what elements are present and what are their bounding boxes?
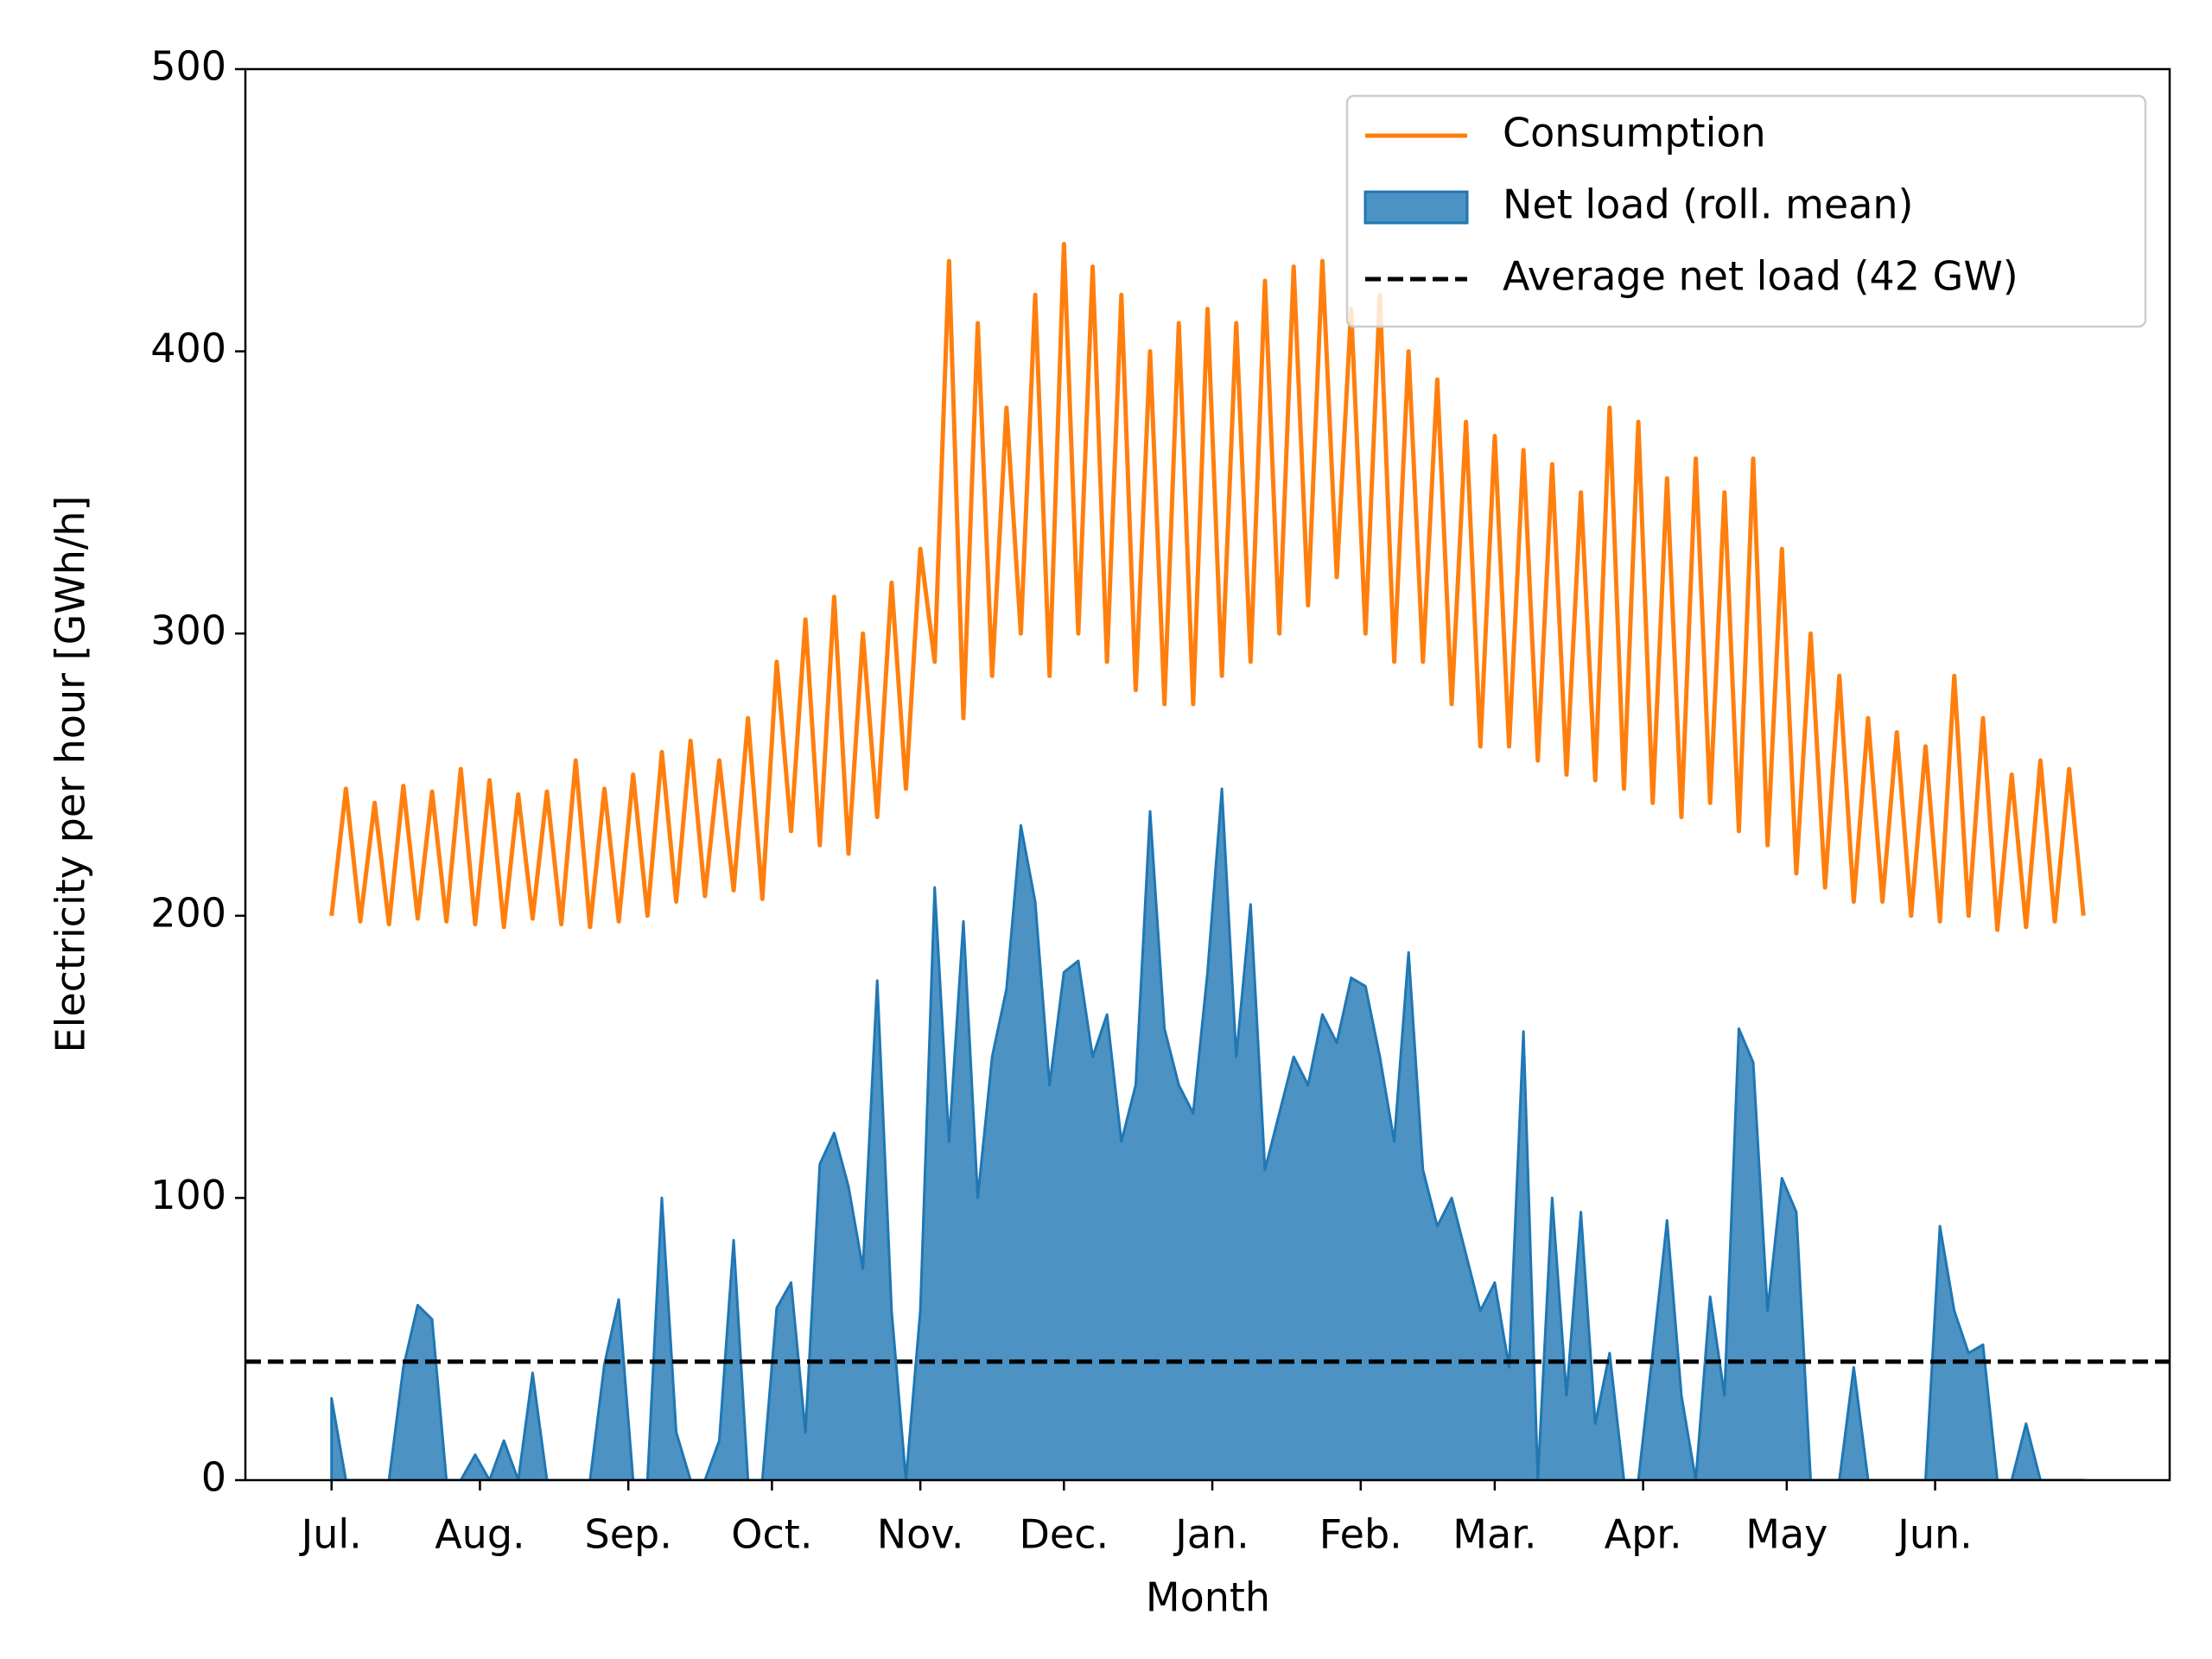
x-tick-label: Jul. — [299, 1511, 362, 1558]
x-tick-label: Jan. — [1173, 1511, 1249, 1558]
x-tick-label: Oct. — [731, 1511, 812, 1558]
y-tick-label: 300 — [150, 607, 226, 654]
x-tick-label: Aug. — [435, 1511, 524, 1558]
plot-area — [245, 241, 2170, 1480]
x-tick-label: Dec. — [1019, 1511, 1109, 1558]
legend-label: Average net load (42 GW) — [1503, 253, 2018, 300]
net-load-area — [330, 787, 2085, 1480]
x-axis-label: Month — [1146, 1574, 1270, 1621]
x-tick-label: May — [1745, 1511, 1827, 1558]
axes-frame — [244, 67, 2171, 1482]
x-tick-label: Nov. — [877, 1511, 964, 1558]
consumption-line — [329, 241, 2086, 932]
y-tick-label: 100 — [150, 1172, 226, 1218]
y-tick-label: 400 — [150, 325, 226, 372]
x-tick-label: Sep. — [585, 1511, 672, 1558]
legend-label: Net load (roll. mean) — [1503, 181, 1914, 228]
legend-box — [1345, 94, 2147, 328]
legend-label: Consumption — [1503, 110, 1766, 156]
legend-handle — [1363, 190, 1469, 225]
y-axis-label: Electricity per hour [GWh/h] — [48, 496, 94, 1053]
y-tick-label: 500 — [150, 43, 226, 90]
y-tick-label: 200 — [150, 889, 226, 936]
x-tick-label: Feb. — [1319, 1511, 1402, 1558]
x-tick-label: Jun. — [1895, 1511, 1973, 1558]
x-tick-label: Mar. — [1452, 1511, 1536, 1558]
x-tick-label: Apr. — [1605, 1511, 1682, 1558]
y-tick-label: 0 — [201, 1454, 226, 1501]
